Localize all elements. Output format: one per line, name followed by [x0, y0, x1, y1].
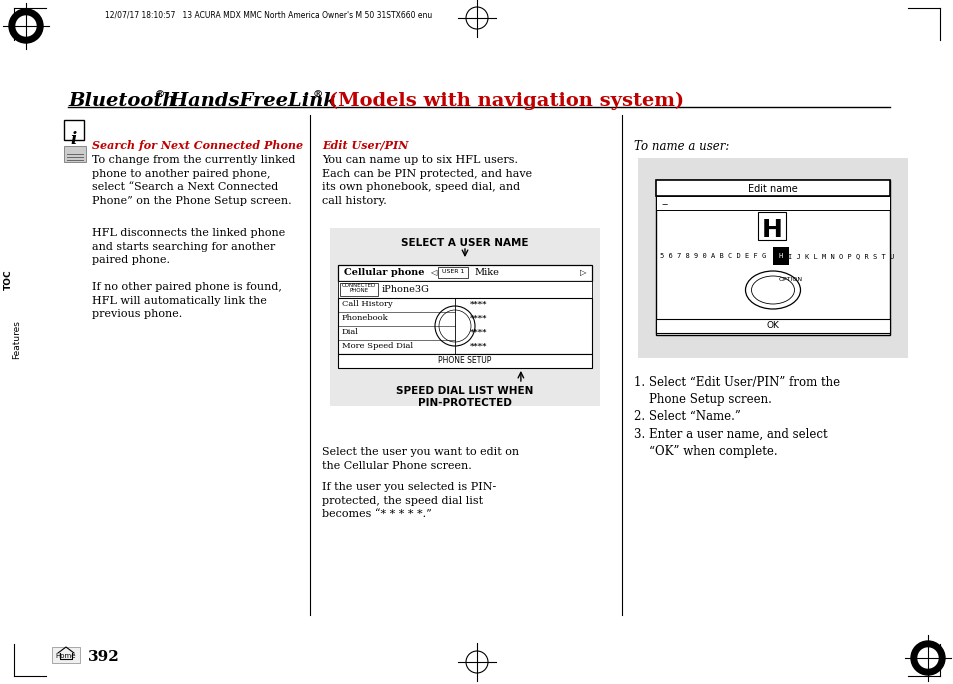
Text: ◁: ◁	[430, 268, 436, 277]
Ellipse shape	[751, 276, 794, 304]
Text: To change from the currently linked
phone to another paired phone,
select “Searc: To change from the currently linked phon…	[91, 155, 295, 206]
Text: ****: ****	[470, 328, 487, 336]
Text: ****: ****	[470, 314, 487, 322]
Text: HFL disconnects the linked phone
and starts searching for another
paired phone.: HFL disconnects the linked phone and sta…	[91, 228, 285, 265]
Text: –: –	[660, 198, 666, 211]
Text: HandsFreeLink: HandsFreeLink	[163, 92, 336, 110]
Bar	[758, 212, 785, 240]
Text: CONNECTED
PHONE: CONNECTED PHONE	[341, 283, 375, 293]
Text: Edit name: Edit name	[747, 184, 797, 194]
Text: Mike: Mike	[474, 268, 498, 277]
Text: Edit User/PIN: Edit User/PIN	[322, 140, 408, 151]
Circle shape	[9, 9, 43, 43]
Text: SPEED DIAL LIST WHEN: SPEED DIAL LIST WHEN	[395, 386, 533, 396]
Text: PHONE SETUP: PHONE SETUP	[437, 356, 491, 365]
Bar	[656, 196, 889, 210]
Bar	[52, 647, 80, 663]
Bar	[64, 146, 86, 162]
Text: H: H	[779, 253, 782, 259]
Bar	[337, 298, 592, 354]
Text: 2. Select “Name.”: 2. Select “Name.”	[634, 410, 740, 423]
Text: 1. Select “Edit User/PIN” from the
    Phone Setup screen.: 1. Select “Edit User/PIN” from the Phone…	[634, 376, 840, 406]
Text: TOC: TOC	[4, 269, 12, 290]
Bar	[330, 228, 599, 406]
Text: USER 1: USER 1	[441, 269, 464, 274]
Bar	[638, 158, 907, 358]
Bar	[337, 354, 592, 368]
Bar	[656, 180, 889, 196]
Circle shape	[16, 16, 36, 36]
Text: Dial: Dial	[341, 328, 358, 336]
Text: To name a user:: To name a user:	[634, 140, 729, 153]
Text: ®: ®	[154, 90, 165, 99]
Text: PIN-PROTECTED: PIN-PROTECTED	[417, 398, 512, 408]
Ellipse shape	[744, 271, 800, 309]
Bar	[656, 319, 889, 333]
Circle shape	[910, 641, 944, 675]
Bar	[437, 267, 468, 278]
Text: i: i	[71, 131, 77, 148]
Circle shape	[917, 648, 937, 668]
Bar	[64, 120, 84, 140]
Text: 3. Enter a user name, and select
    “OK” when complete.: 3. Enter a user name, and select “OK” wh…	[634, 428, 827, 458]
Text: Search for Next Connected Phone: Search for Next Connected Phone	[91, 140, 303, 151]
Bar	[337, 281, 592, 298]
Text: SELECT A USER NAME: SELECT A USER NAME	[401, 238, 528, 248]
Bar	[339, 283, 377, 296]
Text: Phonebook: Phonebook	[341, 314, 388, 322]
Text: OPTION: OPTION	[778, 277, 802, 282]
Text: iPhone3G: iPhone3G	[381, 285, 430, 294]
Text: I J K L M N O P Q R S T U: I J K L M N O P Q R S T U	[787, 253, 893, 259]
Bar	[337, 265, 592, 281]
Text: If no other paired phone is found,
HFL will automatically link the
previous phon: If no other paired phone is found, HFL w…	[91, 282, 281, 319]
Text: OK: OK	[766, 321, 779, 330]
Text: (Models with navigation system): (Models with navigation system)	[322, 92, 683, 110]
Bar	[656, 180, 889, 335]
Text: Home: Home	[55, 653, 76, 659]
Text: Bluetooth: Bluetooth	[68, 92, 176, 110]
Text: If the user you selected is PIN-
protected, the speed dial list
becomes “* * * *: If the user you selected is PIN- protect…	[322, 482, 496, 519]
Text: ****: ****	[470, 342, 487, 350]
Text: 12/07/17 18:10:57   13 ACURA MDX MMC North America Owner's M 50 31STX660 enu: 12/07/17 18:10:57 13 ACURA MDX MMC North…	[105, 10, 432, 19]
Text: Cellular phone: Cellular phone	[344, 268, 424, 277]
Text: Call History: Call History	[341, 300, 393, 308]
Text: 5 6 7 8 9 0 A B C D E F G: 5 6 7 8 9 0 A B C D E F G	[659, 253, 765, 259]
Text: ▷: ▷	[579, 268, 586, 277]
Text: ®: ®	[313, 90, 323, 99]
Text: 392: 392	[88, 650, 120, 664]
Text: More Speed Dial: More Speed Dial	[341, 342, 413, 350]
Text: ****: ****	[470, 300, 487, 308]
Text: H: H	[760, 218, 781, 242]
Text: Features: Features	[12, 321, 22, 359]
Text: You can name up to six HFL users.
Each can be PIN protected, and have
its own ph: You can name up to six HFL users. Each c…	[322, 155, 532, 206]
Text: Select the user you want to edit on
the Cellular Phone screen.: Select the user you want to edit on the …	[322, 447, 518, 471]
